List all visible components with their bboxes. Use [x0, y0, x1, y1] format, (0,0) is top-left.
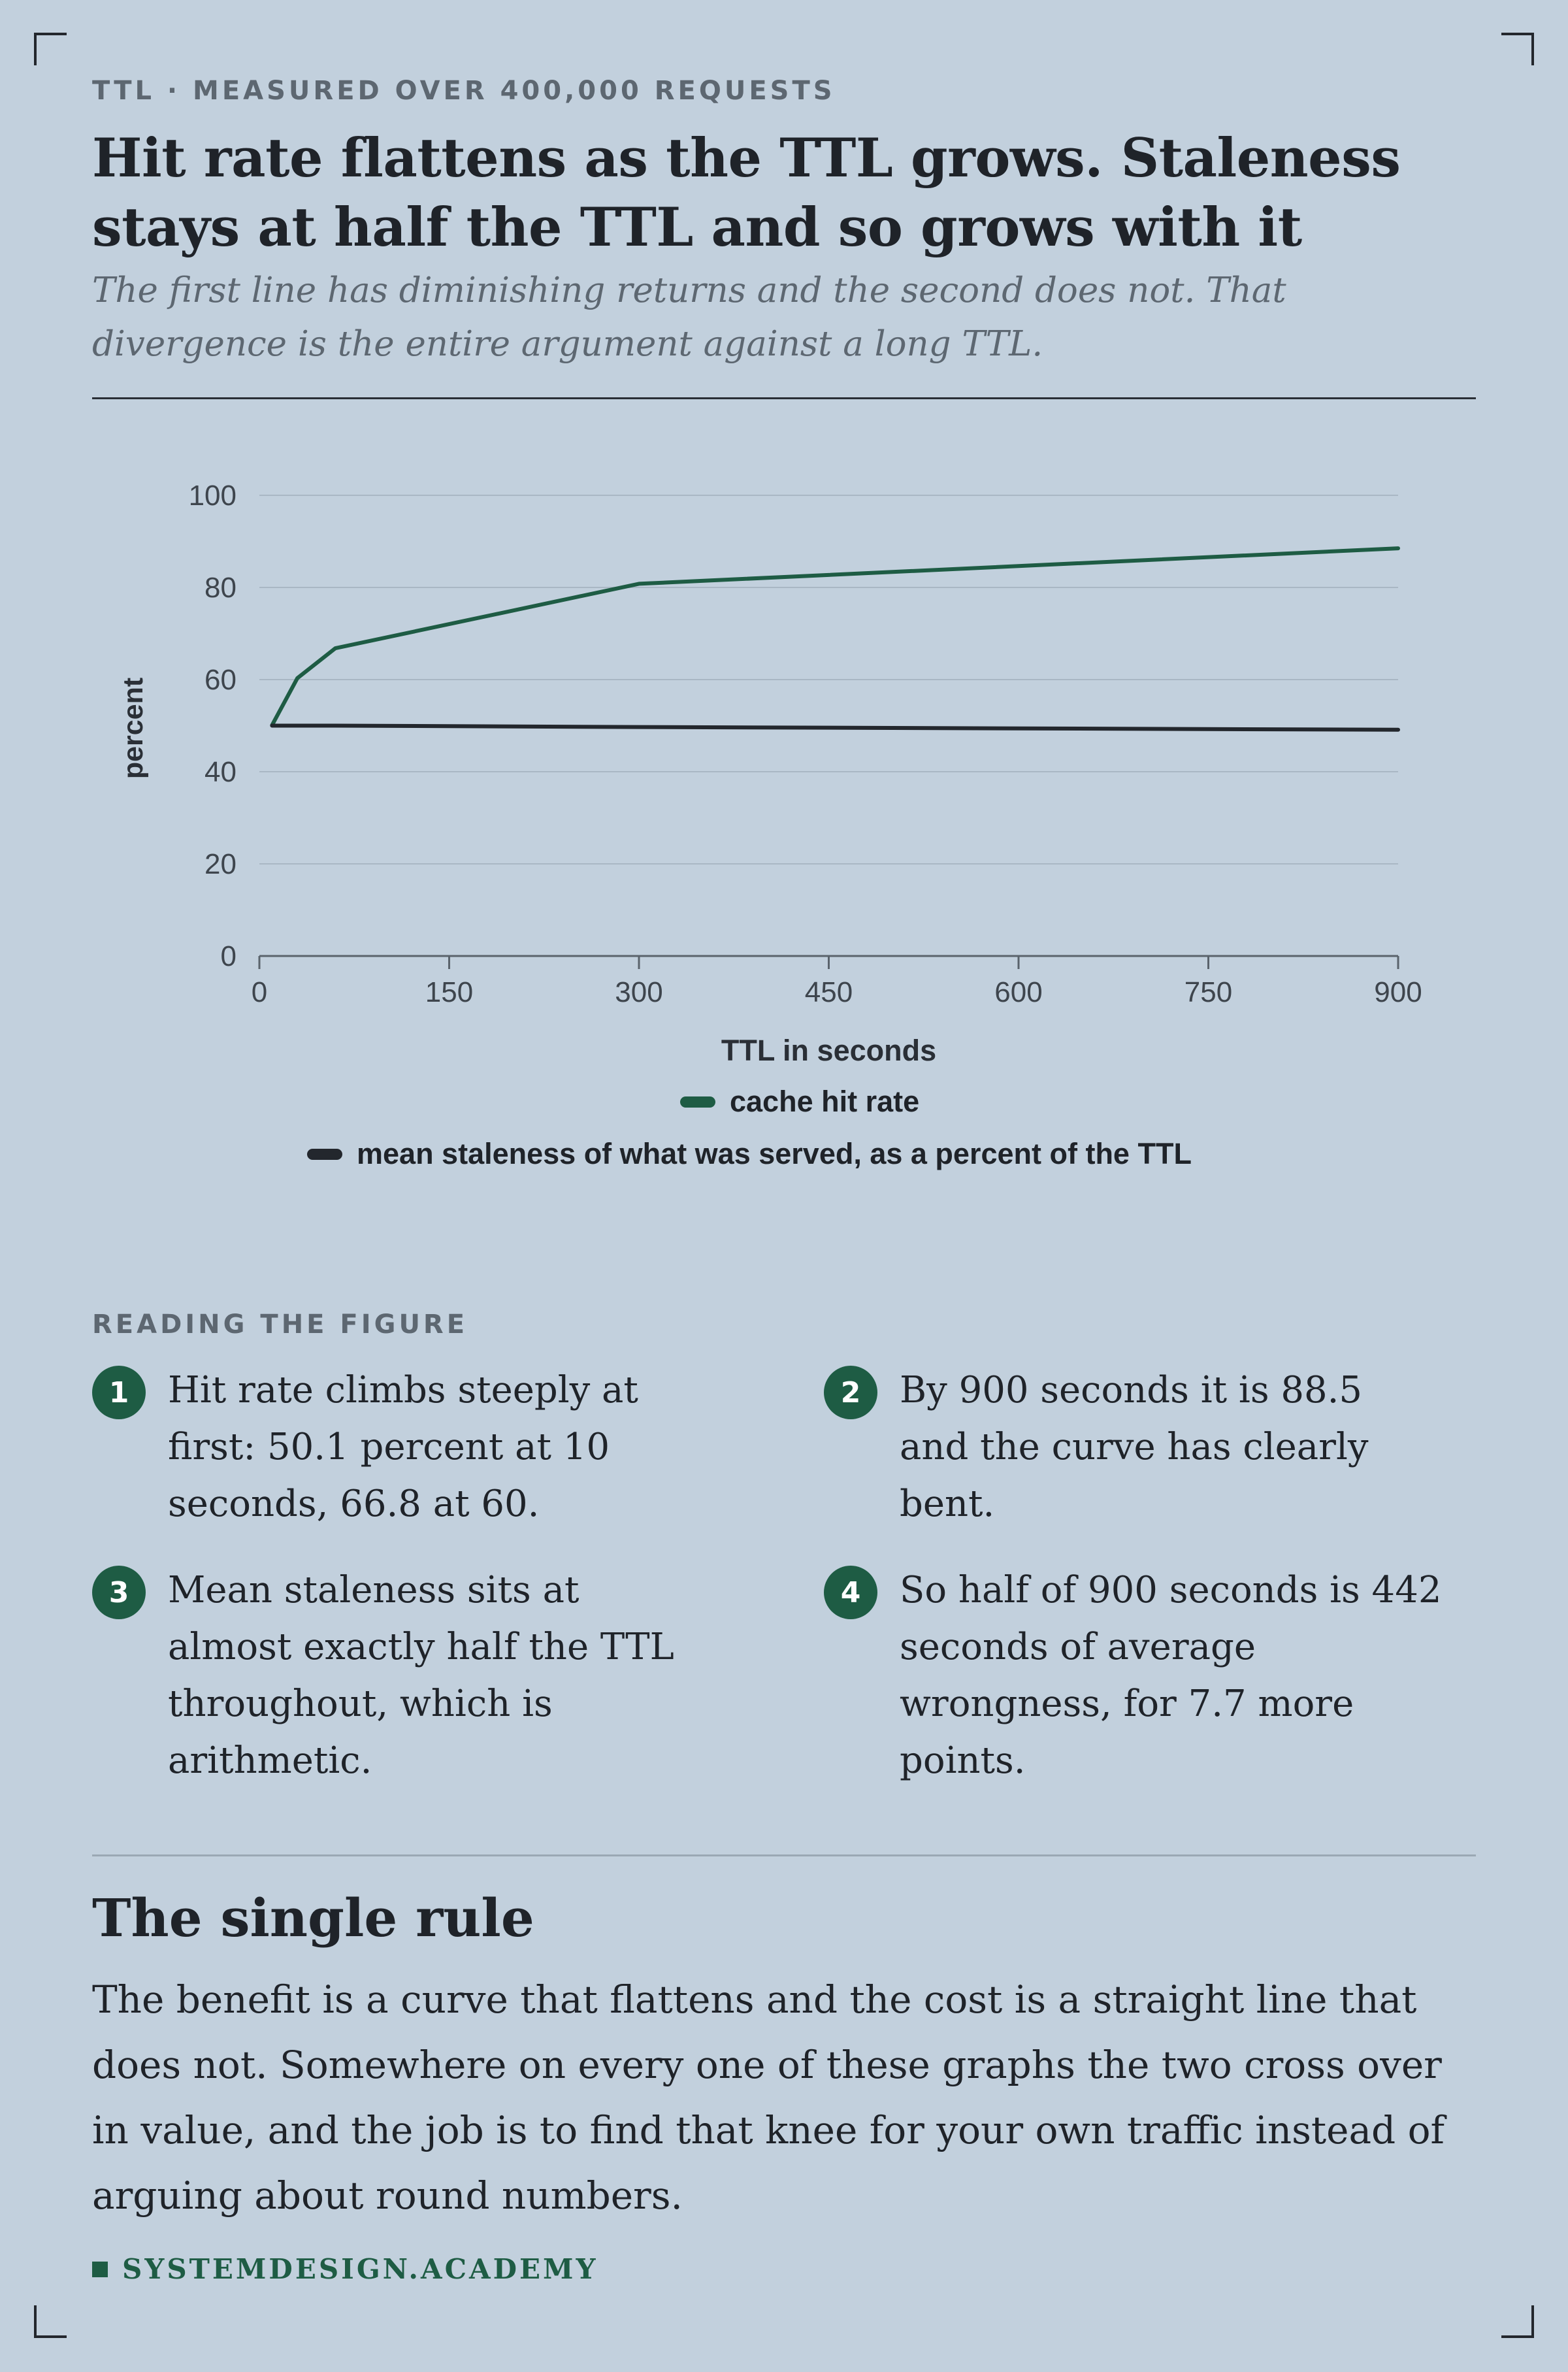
corner-mark-top-right [1501, 33, 1534, 65]
page-subtitle: The first line has diminishing returns a… [92, 271, 1286, 364]
note-3: 3 Mean staleness sits at almost exactly … [92, 1562, 713, 1789]
x-tick-label: 900 [1374, 976, 1422, 1008]
eyebrow-label: TTL · MEASURED OVER 400,000 REQUESTS [92, 76, 836, 106]
corner-mark-top-left [34, 33, 67, 65]
x-tick-label: 750 [1184, 976, 1232, 1008]
x-axis-label: TTL in seconds [721, 1034, 936, 1067]
series-lines [270, 546, 1400, 732]
note-number-badge: 3 [92, 1566, 146, 1619]
x-tick-label: 300 [615, 976, 662, 1008]
notes-heading: READING THE FIGURE [92, 1310, 468, 1340]
conclusion-heading: The single rule [92, 1887, 534, 1949]
legend-label-hit-rate: cache hit rate [730, 1085, 920, 1118]
conclusion-body: The benefit is a curve that flattens and… [92, 1977, 1445, 2218]
y-axis-label: percent [118, 678, 149, 779]
y-tick-label: 0 [221, 940, 237, 972]
y-tick-label: 40 [204, 756, 237, 788]
legend-item-staleness: mean staleness of what was served, as a … [307, 1137, 1192, 1171]
series-line-hit-rate [270, 546, 1400, 727]
grid-lines [259, 495, 1398, 865]
note-number-badge: 4 [824, 1566, 877, 1619]
note-number-badge: 2 [824, 1366, 877, 1419]
legend-swatch-hit-rate [680, 1096, 715, 1108]
x-tick-label: 0 [252, 976, 267, 1008]
x-tick-label: 600 [994, 976, 1042, 1008]
section-divider [92, 1854, 1476, 1856]
note-text: So half of 900 seconds is 442 seconds of… [900, 1569, 1442, 1782]
x-tick-label: 450 [805, 976, 853, 1008]
note-text: Hit rate climbs steeply at first: 50.1 p… [168, 1369, 638, 1525]
series-line-staleness [270, 723, 1400, 732]
corner-mark-bottom-right [1501, 2305, 1534, 2338]
y-axis-tick-labels: 0 20 40 60 80 100 [189, 480, 237, 972]
note-text: Mean staleness sits at almost exactly ha… [168, 1569, 674, 1782]
header-divider [92, 397, 1476, 399]
legend-swatch-staleness [307, 1148, 342, 1160]
note-2: 2 By 900 seconds it is 88.5 and the curv… [824, 1362, 1445, 1532]
brand-name: SYSTEMDESIGN.ACADEMY [122, 2253, 598, 2285]
x-axis [258, 955, 1399, 969]
legend-item-hit-rate: cache hit rate [680, 1085, 919, 1119]
page-title: Hit rate flattens as the TTL grows. Stal… [92, 127, 1401, 259]
note-1: 1 Hit rate climbs steeply at first: 50.1… [92, 1362, 713, 1532]
note-4: 4 So half of 900 seconds is 442 seconds … [824, 1562, 1445, 1789]
line-chart: 0 20 40 60 80 100 0 150 300 450 600 750 900 percent… [118, 480, 1422, 1067]
note-number-badge: 1 [92, 1366, 146, 1419]
y-tick-label: 60 [204, 664, 237, 696]
legend-label-staleness: mean staleness of what was served, as a … [357, 1137, 1192, 1170]
x-axis-tick-labels: 0 150 300 450 600 750 900 [252, 976, 1422, 1008]
y-tick-label: 80 [204, 572, 237, 604]
y-tick-label: 20 [204, 848, 237, 880]
brand-footer: SYSTEMDESIGN.ACADEMY [92, 2253, 598, 2285]
note-text: By 900 seconds it is 88.5 and the curve … [900, 1369, 1369, 1525]
brand-square-icon [92, 2261, 108, 2277]
corner-mark-bottom-left [34, 2305, 67, 2338]
y-tick-label: 100 [189, 480, 237, 512]
x-tick-label: 150 [425, 976, 473, 1008]
